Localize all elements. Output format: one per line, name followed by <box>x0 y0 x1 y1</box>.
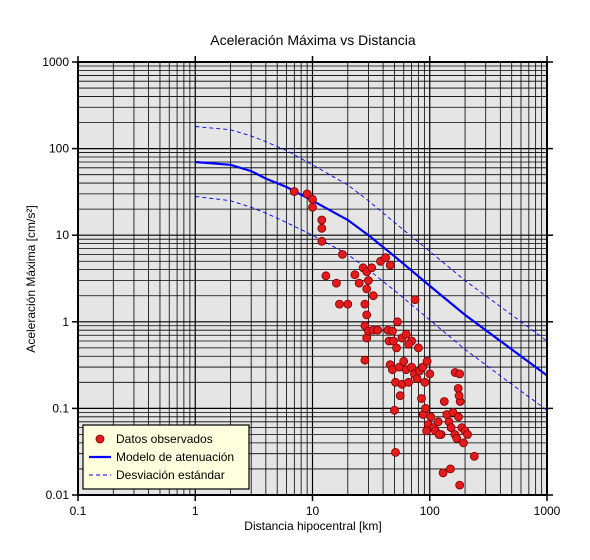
legend-marker-points <box>95 434 105 444</box>
data-point <box>417 394 426 403</box>
std-deviation-line <box>195 126 548 342</box>
data-point <box>367 263 377 273</box>
data-point <box>362 284 372 294</box>
y-tick-label: 1000 <box>42 55 69 69</box>
data-point <box>453 383 463 393</box>
data-point <box>387 326 397 336</box>
data-point <box>401 329 411 339</box>
data-point <box>399 356 409 366</box>
y-tick-label: 1 <box>62 315 69 329</box>
data-point <box>412 374 422 384</box>
x-tick-label: 0.1 <box>70 504 87 518</box>
data-point <box>422 426 432 436</box>
legend-label: Datos observados <box>116 432 213 446</box>
data-point <box>392 343 401 353</box>
data-point <box>337 249 347 259</box>
data-point <box>373 325 383 335</box>
data-point <box>360 355 370 365</box>
data-point <box>426 412 436 422</box>
data-point <box>308 194 317 204</box>
data-point <box>452 433 462 443</box>
data-point <box>413 343 423 353</box>
x-axis-label: Distancia hipocentral [km] <box>244 519 381 533</box>
data-point <box>404 377 414 387</box>
legend-label: Modelo de atenuación <box>116 450 234 464</box>
y-tick-label: 10 <box>56 228 70 242</box>
data-point <box>455 369 465 379</box>
y-tick-label: 0.01 <box>46 488 70 502</box>
series <box>195 126 548 490</box>
data-point <box>302 189 312 199</box>
data-point <box>454 391 464 401</box>
data-point <box>438 468 448 478</box>
data-point <box>363 276 373 285</box>
data-point <box>392 317 402 327</box>
data-point <box>421 403 430 413</box>
data-point <box>368 291 378 301</box>
data-point <box>360 299 370 309</box>
data-point <box>425 369 435 379</box>
data-point <box>343 299 353 309</box>
data-point <box>289 187 299 196</box>
data-point <box>433 417 443 427</box>
data-point <box>308 202 317 212</box>
x-tick-label: 100 <box>420 504 440 518</box>
data-point <box>418 362 428 372</box>
data-point <box>317 215 327 225</box>
chart-title: Aceleración Máxima vs Distancia <box>210 32 416 48</box>
data-point <box>362 310 372 320</box>
x-tick-label: 1 <box>192 504 199 518</box>
data-point <box>434 430 444 439</box>
data-point <box>354 278 364 288</box>
data-point <box>317 223 327 233</box>
y-axis-label: Aceleración Máxima [cm/s²] <box>24 205 38 352</box>
data-point <box>439 397 449 406</box>
data-point <box>469 451 479 461</box>
data-point <box>404 339 414 349</box>
data-point <box>335 299 344 309</box>
data-point <box>454 412 463 422</box>
y-tick-label: 100 <box>49 142 69 156</box>
x-tick-label: 1000 <box>534 504 561 518</box>
data-point <box>391 447 400 457</box>
y-tick-label: 0.1 <box>52 401 69 415</box>
data-point <box>455 480 465 490</box>
data-point <box>422 356 432 366</box>
data-point <box>410 295 420 305</box>
data-point <box>390 405 399 415</box>
data-point <box>321 271 331 281</box>
x-tick-label: 10 <box>306 504 320 518</box>
grid <box>78 62 547 495</box>
attenuation-model-line <box>195 160 548 377</box>
data-point <box>395 391 405 401</box>
data-point <box>463 430 472 439</box>
data-point <box>350 270 360 280</box>
data-point <box>446 423 456 433</box>
std-deviation-line <box>195 196 548 411</box>
data-point <box>381 253 391 263</box>
data-point <box>445 464 455 474</box>
data-point <box>331 278 341 288</box>
legend: Datos observados Modelo de atenuación Desv… <box>82 424 250 490</box>
data-point <box>385 260 395 270</box>
data-point <box>420 377 430 387</box>
legend-label: Desviación estándar <box>116 468 225 482</box>
data-point <box>459 438 468 448</box>
data-point <box>317 236 327 246</box>
